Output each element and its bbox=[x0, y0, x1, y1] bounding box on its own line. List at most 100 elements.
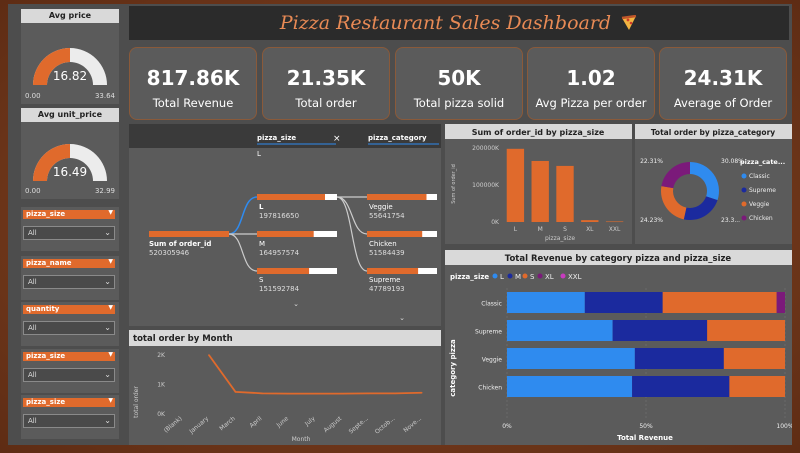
kpi-value: 24.31K bbox=[683, 66, 763, 90]
stack-segment-chicken-m[interactable] bbox=[632, 376, 730, 397]
bar-xxl[interactable] bbox=[605, 221, 624, 223]
y-axis-label: Sum of order_id bbox=[451, 164, 457, 204]
stack-segment-veggie-s[interactable] bbox=[723, 348, 785, 369]
chevron-down-icon[interactable]: ▼ bbox=[108, 397, 113, 404]
bar-s[interactable] bbox=[556, 165, 574, 222]
y-tick-label: 2K bbox=[157, 352, 166, 359]
tree-node-value: 55641754 bbox=[369, 212, 405, 220]
donut-slice-supreme[interactable] bbox=[683, 196, 718, 220]
donut-slice-veggie[interactable] bbox=[661, 186, 687, 220]
tree-connector bbox=[228, 196, 258, 235]
tree-connector bbox=[336, 196, 368, 235]
stack-segment-chicken-s[interactable] bbox=[729, 376, 785, 397]
tree-node-bar[interactable] bbox=[257, 231, 314, 237]
x-tick-label: (Blank) bbox=[163, 415, 184, 434]
line-point bbox=[287, 392, 290, 395]
gauge-avg-unit-price: 16.49 0.00 32.99 bbox=[25, 144, 115, 195]
stack-segment-veggie-l[interactable] bbox=[507, 348, 635, 369]
stack-segment-supreme-l[interactable] bbox=[507, 320, 613, 341]
slicer-dropdown[interactable]: All ⌄ bbox=[23, 321, 115, 335]
slicer-quantity: quantity ▼ All ⌄ bbox=[21, 302, 119, 346]
kpi-value: 50K bbox=[437, 66, 481, 90]
dropdown-arrow-icon: ⌄ bbox=[104, 228, 111, 237]
legend-marker bbox=[741, 173, 747, 179]
donut-slice-classic[interactable] bbox=[690, 162, 719, 201]
y-axis-label: total order bbox=[133, 386, 140, 418]
chevron-down-icon[interactable]: ▼ bbox=[108, 351, 113, 358]
stack-segment-chicken-l[interactable] bbox=[507, 376, 633, 397]
bar-m[interactable] bbox=[531, 160, 549, 222]
x-tick-label: January bbox=[187, 415, 210, 436]
dropdown-arrow-icon: ⌄ bbox=[104, 370, 111, 379]
chart-title: Total order by pizza_category bbox=[651, 128, 775, 137]
gauge-tile-avg-unit-price: Avg unit_price 16.49 0.00 32.99 bbox=[21, 108, 119, 199]
chevron-down-icon[interactable]: ▼ bbox=[108, 258, 113, 265]
y-axis-label: category pizza bbox=[449, 339, 457, 397]
slicer-pizza-size-2: pizza_size ▼ All ⌄ bbox=[21, 349, 119, 393]
stack-segment-classic-xl[interactable] bbox=[776, 292, 785, 313]
slicer-label: pizza_size bbox=[23, 210, 115, 219]
donut-slice-chicken[interactable] bbox=[661, 162, 690, 189]
stack-segment-supreme-m[interactable] bbox=[612, 320, 708, 341]
legend-label: XL bbox=[545, 273, 554, 281]
tree-node-label: Supreme bbox=[369, 276, 400, 284]
donut-chart: Total order by pizza_category pizza_cate… bbox=[635, 124, 792, 224]
slicer-dropdown[interactable]: All ⌄ bbox=[23, 368, 115, 382]
slicer-dropdown[interactable]: All ⌄ bbox=[23, 226, 115, 240]
legend-label: Classic bbox=[749, 173, 770, 180]
tree-node-bar[interactable] bbox=[367, 268, 419, 274]
kpi-label: Total order bbox=[295, 96, 357, 110]
stack-segment-supreme-s[interactable] bbox=[707, 320, 785, 341]
legend-marker bbox=[560, 273, 566, 279]
x-tick-label: Nove... bbox=[402, 415, 423, 434]
slicer-label: pizza_size bbox=[23, 398, 115, 407]
chevron-down-icon[interactable]: ▼ bbox=[108, 304, 113, 311]
line-chart: total order by Month total order Month 0… bbox=[129, 330, 441, 443]
tree-node-bar[interactable] bbox=[367, 194, 427, 200]
gauge-max: 32.99 bbox=[95, 187, 115, 195]
line-chart-tile: total order by Month total order Month 0… bbox=[129, 330, 441, 445]
legend-label: S bbox=[530, 273, 535, 281]
legend-label: Chicken bbox=[749, 215, 773, 222]
y-tick-label: 200000K bbox=[472, 145, 500, 152]
x-tick-label: 100% bbox=[776, 423, 792, 430]
legend-label: M bbox=[515, 273, 521, 281]
y-tick-label: 1K bbox=[157, 382, 166, 389]
legend-marker bbox=[741, 201, 747, 207]
slicer-dropdown[interactable]: All ⌄ bbox=[23, 275, 115, 289]
line-series bbox=[208, 354, 422, 395]
legend-marker bbox=[507, 273, 513, 279]
gauge-min: 0.00 bbox=[25, 92, 41, 100]
bar-xl[interactable] bbox=[581, 220, 599, 222]
dashboard-title: Pizza Restaurant Sales Dashboard bbox=[279, 12, 612, 34]
legend-label: Supreme bbox=[749, 187, 776, 194]
tree-node-label: S bbox=[259, 276, 264, 284]
line-point bbox=[420, 391, 423, 394]
donut-chart-tile: Total order by pizza_category pizza_cate… bbox=[635, 124, 792, 244]
dashboard-canvas: Pizza Restaurant Sales Dashboard Avg pri… bbox=[8, 4, 794, 445]
tree-node-bar[interactable] bbox=[257, 268, 310, 274]
stack-segment-classic-l[interactable] bbox=[507, 292, 585, 313]
tree-root-bar[interactable] bbox=[149, 231, 229, 237]
stack-segment-classic-m[interactable] bbox=[584, 292, 663, 313]
x-tick-label: Octob... bbox=[374, 415, 397, 436]
x-tick-label: L bbox=[514, 226, 518, 233]
x-tick-label: July bbox=[303, 415, 317, 428]
stack-segment-veggie-m[interactable] bbox=[634, 348, 724, 369]
tree-root-label: Sum of order_id bbox=[149, 240, 211, 248]
legend-marker bbox=[492, 273, 498, 279]
slicer-dropdown[interactable]: All ⌄ bbox=[23, 414, 115, 428]
kpi-value: 1.02 bbox=[566, 66, 616, 90]
x-axis-label: pizza_size bbox=[545, 235, 575, 242]
stack-segment-classic-s[interactable] bbox=[662, 292, 777, 313]
bar-l[interactable] bbox=[506, 148, 525, 222]
kpi-card-total-order: 21.35K Total order bbox=[262, 47, 390, 120]
tree-node-bar[interactable] bbox=[367, 231, 423, 237]
x-tick-label: August bbox=[323, 415, 344, 434]
slicer-pizza-size: pizza_size ▼ All ⌄ bbox=[21, 207, 119, 251]
chevron-down-icon[interactable]: ▼ bbox=[108, 209, 113, 216]
tree-node-value: 164957574 bbox=[259, 249, 300, 257]
tree-node-bar[interactable] bbox=[257, 194, 325, 200]
kpi-card-total-revenue: 817.86K Total Revenue bbox=[129, 47, 257, 120]
x-tick-label: Septe... bbox=[348, 415, 370, 435]
